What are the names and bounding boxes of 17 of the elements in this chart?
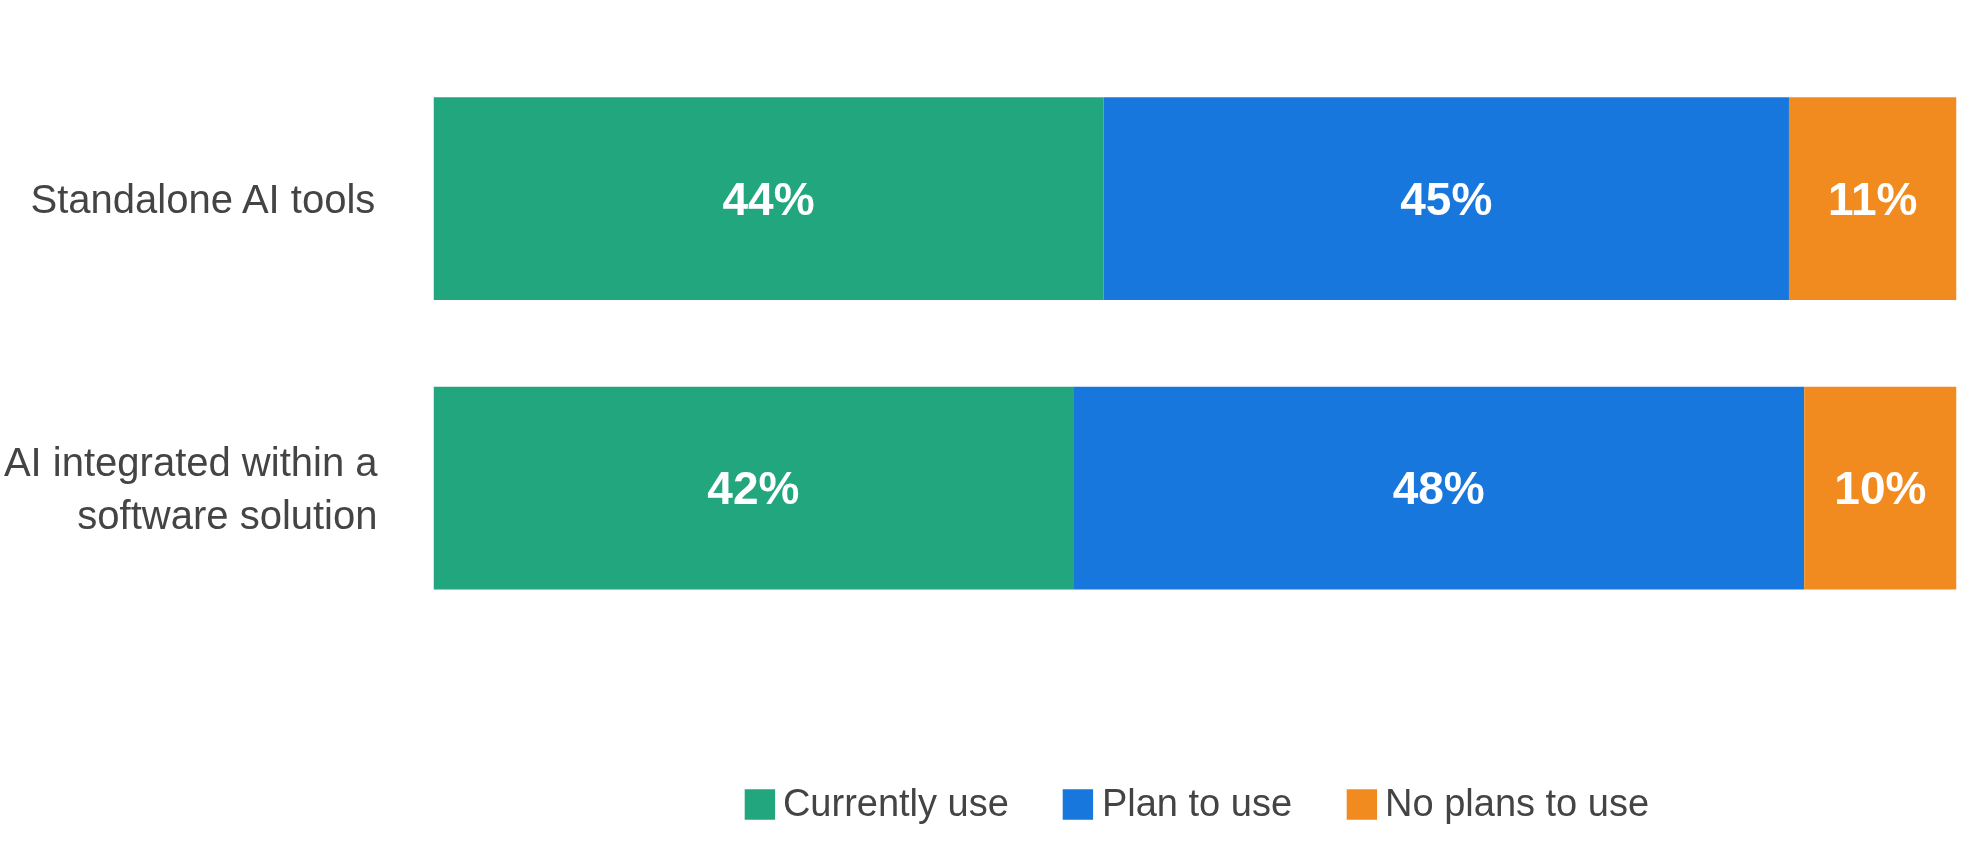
y-tick-label: AI integrated within a software solution (3, 439, 379, 537)
legend-label: Currently use (782, 782, 1009, 825)
data-label: 48% (1392, 462, 1485, 515)
bar (1804, 386, 1957, 590)
bar (1103, 97, 1789, 300)
bar (1073, 386, 1805, 590)
data-label: 45% (1400, 172, 1493, 225)
bar (433, 386, 1074, 590)
data-label: 42% (707, 462, 800, 515)
legend-label: No plans to use (1385, 782, 1650, 825)
data-label: 44% (722, 172, 815, 225)
data-label: 11% (1827, 172, 1918, 225)
legend-label: Plan to use (1101, 782, 1293, 825)
bar (1788, 97, 1957, 300)
y-tick-label: Standalone AI tools (30, 176, 376, 221)
data-label: 10% (1834, 462, 1927, 515)
bar (433, 97, 1104, 300)
